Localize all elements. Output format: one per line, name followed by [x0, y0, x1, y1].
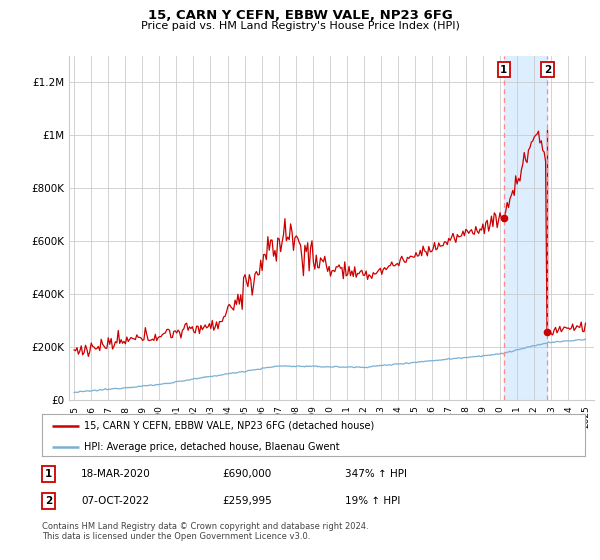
Text: 2: 2 [544, 64, 551, 74]
Text: 19% ↑ HPI: 19% ↑ HPI [345, 496, 400, 506]
Text: £690,000: £690,000 [222, 469, 271, 479]
Text: 15, CARN Y CEFN, EBBW VALE, NP23 6FG: 15, CARN Y CEFN, EBBW VALE, NP23 6FG [148, 9, 452, 22]
Text: Contains HM Land Registry data © Crown copyright and database right 2024.
This d: Contains HM Land Registry data © Crown c… [42, 522, 368, 542]
Text: 2: 2 [45, 496, 52, 506]
Text: 1: 1 [45, 469, 52, 479]
Text: 18-MAR-2020: 18-MAR-2020 [81, 469, 151, 479]
Text: Price paid vs. HM Land Registry's House Price Index (HPI): Price paid vs. HM Land Registry's House … [140, 21, 460, 31]
Text: 1: 1 [500, 64, 508, 74]
Text: £259,995: £259,995 [222, 496, 272, 506]
Text: 15, CARN Y CEFN, EBBW VALE, NP23 6FG (detached house): 15, CARN Y CEFN, EBBW VALE, NP23 6FG (de… [85, 421, 374, 431]
Text: HPI: Average price, detached house, Blaenau Gwent: HPI: Average price, detached house, Blae… [85, 442, 340, 452]
Text: 347% ↑ HPI: 347% ↑ HPI [345, 469, 407, 479]
Bar [504, 56, 547, 400]
Text: 07-OCT-2022: 07-OCT-2022 [81, 496, 149, 506]
